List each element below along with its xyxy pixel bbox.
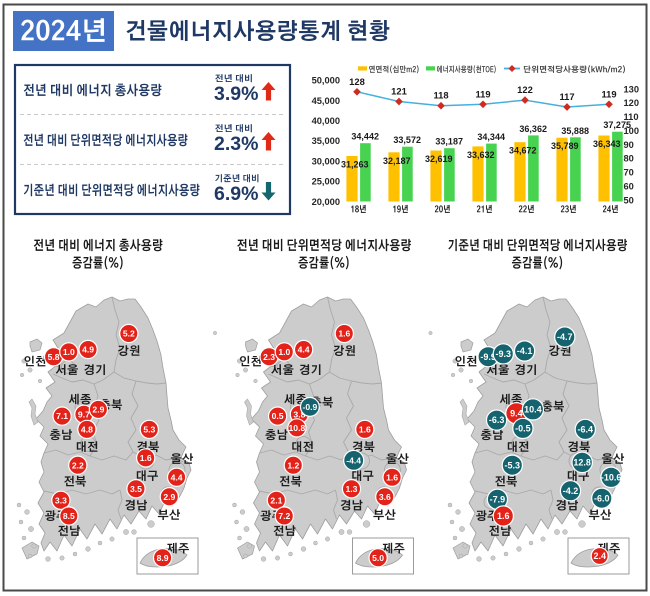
svg-text:-9.9: -9.9	[480, 352, 496, 362]
svg-text:7.2: 7.2	[278, 511, 290, 521]
svg-text:34,442: 34,442	[351, 132, 379, 142]
svg-text:35,789: 35,789	[551, 141, 579, 151]
svg-text:4.4: 4.4	[171, 472, 183, 482]
svg-text:5.3: 5.3	[143, 425, 155, 435]
svg-text:5.0: 5.0	[372, 553, 384, 563]
svg-text:20,000: 20,000	[312, 197, 340, 207]
svg-text:31,263: 31,263	[341, 160, 369, 170]
svg-text:1.0: 1.0	[63, 347, 75, 357]
svg-text:36,362: 36,362	[519, 124, 547, 134]
svg-text:122: 122	[517, 84, 533, 95]
svg-text:1.2: 1.2	[287, 460, 299, 470]
svg-text:-6.4: -6.4	[578, 425, 594, 435]
svg-text:-4.2: -4.2	[563, 486, 579, 496]
svg-text:25,000: 25,000	[312, 177, 340, 187]
svg-text:1.0: 1.0	[278, 347, 290, 357]
svg-text:-4.7: -4.7	[557, 332, 573, 342]
svg-text:1.6: 1.6	[386, 472, 398, 482]
svg-text:-6.3: -6.3	[489, 415, 505, 425]
svg-text:10.8: 10.8	[289, 423, 306, 433]
svg-text:2.2: 2.2	[72, 460, 84, 470]
svg-text:119: 119	[601, 88, 616, 99]
svg-text:100: 100	[624, 126, 640, 136]
svg-text:34,344: 34,344	[477, 132, 505, 142]
svg-text:3.3: 3.3	[55, 495, 67, 505]
svg-text:1.6: 1.6	[338, 329, 350, 339]
svg-text:5.2: 5.2	[123, 329, 135, 339]
svg-text:0.5: 0.5	[272, 411, 284, 421]
svg-text:121: 121	[391, 86, 407, 97]
svg-text:36,343: 36,343	[593, 139, 621, 149]
svg-text:34,672: 34,672	[509, 146, 537, 156]
svg-text:8.9: 8.9	[157, 553, 169, 563]
svg-text:2.3%: 2.3%	[214, 133, 258, 155]
svg-text:130: 130	[624, 84, 640, 94]
svg-text:117: 117	[559, 91, 574, 102]
svg-text:6.9%: 6.9%	[214, 183, 258, 205]
svg-text:8.5: 8.5	[63, 511, 75, 521]
svg-text:2.1: 2.1	[270, 495, 282, 505]
svg-text:45,000: 45,000	[312, 96, 340, 106]
svg-text:3.5: 3.5	[130, 484, 142, 494]
svg-text:-9.3: -9.3	[496, 349, 512, 359]
svg-text:33,187: 33,187	[435, 137, 463, 147]
svg-text:37,275: 37,275	[603, 120, 631, 130]
svg-text:50: 50	[624, 195, 634, 205]
svg-text:-0.5: -0.5	[515, 424, 531, 434]
svg-text:33,572: 33,572	[393, 135, 421, 145]
svg-text:-5.3: -5.3	[505, 460, 521, 470]
svg-text:-0.9: -0.9	[302, 402, 317, 412]
svg-text:32,187: 32,187	[383, 156, 411, 166]
svg-text:33,632: 33,632	[467, 150, 495, 160]
svg-text:4.9: 4.9	[82, 345, 94, 355]
svg-text:4.4: 4.4	[298, 345, 310, 355]
svg-text:70: 70	[624, 168, 634, 178]
svg-text:2.9: 2.9	[163, 492, 175, 502]
svg-text:10.4: 10.4	[524, 405, 542, 415]
svg-text:-7.9: -7.9	[490, 494, 506, 504]
svg-text:4.8: 4.8	[81, 425, 93, 435]
svg-text:30,000: 30,000	[312, 156, 340, 166]
svg-text:32,619: 32,619	[425, 154, 453, 164]
svg-text:12.8: 12.8	[573, 458, 591, 468]
svg-text:5.8: 5.8	[48, 352, 60, 362]
svg-text:-4.4: -4.4	[346, 456, 361, 466]
svg-text:35,000: 35,000	[312, 136, 340, 146]
svg-text:80: 80	[624, 154, 634, 164]
svg-text:1.3: 1.3	[346, 484, 358, 494]
svg-text:1.6: 1.6	[140, 453, 152, 463]
svg-text:2.3: 2.3	[263, 352, 275, 362]
svg-text:120: 120	[624, 98, 640, 108]
svg-text:1.6: 1.6	[359, 425, 371, 435]
svg-text:3.6: 3.6	[379, 492, 391, 502]
svg-text:3.8: 3.8	[293, 409, 305, 419]
svg-text:110: 110	[624, 112, 639, 122]
svg-text:-4.1: -4.1	[517, 346, 533, 356]
svg-text:-10.6: -10.6	[601, 472, 622, 482]
svg-text:9.4: 9.4	[510, 408, 523, 418]
svg-text:128: 128	[349, 76, 365, 87]
svg-text:3.9%: 3.9%	[214, 83, 258, 105]
svg-text:119: 119	[475, 88, 490, 99]
svg-text:1.6: 1.6	[497, 511, 510, 521]
svg-text:118: 118	[433, 90, 448, 101]
svg-text:2.9: 2.9	[92, 405, 104, 415]
svg-text:9.7: 9.7	[78, 409, 90, 419]
svg-text:7.1: 7.1	[56, 411, 68, 421]
svg-text:35,888: 35,888	[561, 126, 589, 136]
svg-text:60: 60	[624, 181, 634, 191]
svg-text:90: 90	[624, 140, 634, 150]
svg-text:2.4: 2.4	[593, 551, 606, 561]
svg-text:-6.0: -6.0	[594, 493, 610, 503]
svg-text:50,000: 50,000	[312, 76, 340, 86]
svg-text:40,000: 40,000	[312, 116, 340, 126]
